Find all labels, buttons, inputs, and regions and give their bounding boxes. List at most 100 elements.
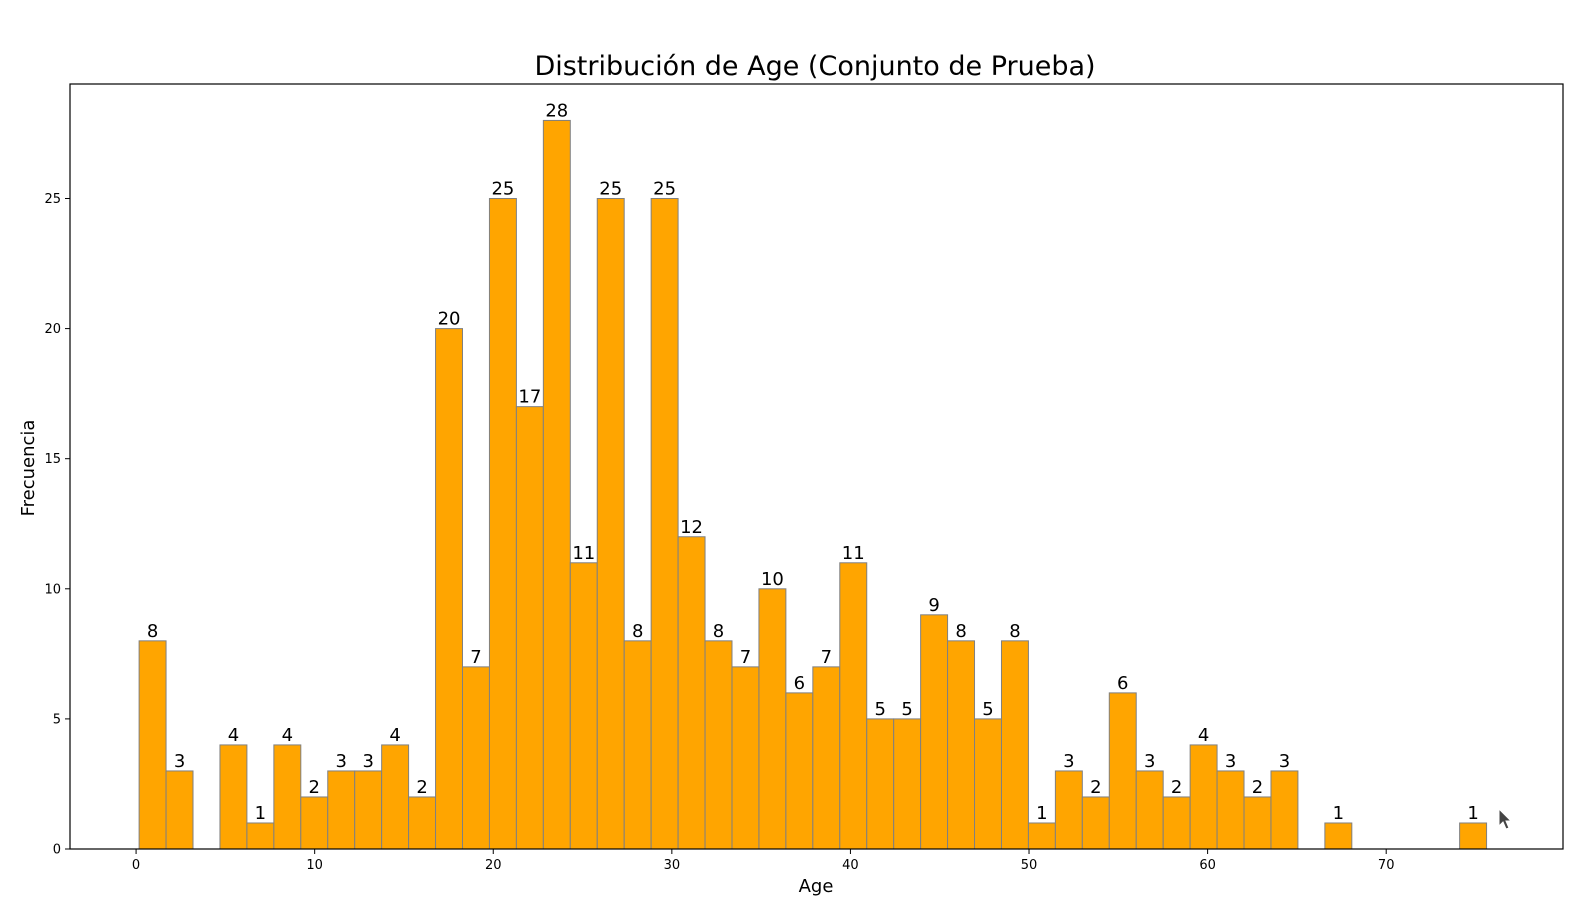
x-tick-label: 20 [485, 858, 502, 873]
histogram-bar [1108, 692, 1137, 850]
histogram-bar [515, 406, 544, 850]
x-tick-label: 70 [1378, 858, 1395, 873]
histogram-bar [1216, 770, 1245, 850]
y-tick-label: 10 [44, 582, 61, 597]
histogram-bar [488, 197, 517, 850]
y-axis-ticks: 0 5 10 15 20 25 [44, 192, 70, 858]
y-tick-label: 5 [53, 712, 61, 727]
x-axis-title: Age [799, 876, 834, 897]
bar-value-label: 3 [1279, 751, 1290, 772]
histogram-bar [1000, 640, 1029, 850]
histogram-bar [785, 692, 814, 850]
x-tick-label: 50 [1021, 858, 1038, 873]
bar-value-label: 3 [1225, 751, 1236, 772]
histogram-bar [893, 718, 922, 850]
bar-value-label: 8 [955, 621, 966, 642]
histogram-bar [866, 718, 895, 850]
bar-value-label: 6 [794, 673, 805, 694]
bar-value-label: 8 [1009, 621, 1020, 642]
bar-value-label: 1 [255, 803, 266, 824]
bar-value-label: 8 [147, 621, 158, 642]
histogram-bar [1270, 770, 1299, 850]
histogram-bar [1081, 796, 1110, 850]
bar-value-label: 9 [928, 595, 939, 616]
histogram-bar [300, 796, 329, 850]
bar-value-label: 11 [572, 543, 595, 564]
y-tick-label: 15 [44, 452, 61, 467]
histogram-bar [731, 666, 760, 850]
y-axis-title: Frecuencia [18, 420, 39, 517]
histogram-bar [165, 770, 194, 850]
bar-value-label: 20 [438, 309, 461, 330]
x-tick-label: 40 [842, 858, 859, 873]
bar-value-label: 8 [713, 621, 724, 642]
histogram-bar [947, 640, 976, 850]
bar-value-label: 28 [545, 100, 568, 121]
bar-value-label: 3 [174, 751, 185, 772]
bar-value-label: 1 [1467, 803, 1478, 824]
histogram-bar [273, 744, 302, 850]
histogram-bar [623, 640, 652, 850]
histogram-bar [974, 718, 1002, 850]
histogram-bar [381, 744, 410, 850]
histogram-bar [138, 640, 167, 850]
histogram-bar [1162, 796, 1191, 850]
bar-value-label: 7 [821, 647, 832, 668]
bar-value-label: 3 [1063, 751, 1074, 772]
histogram-bar [1054, 770, 1083, 850]
y-tick-label: 20 [44, 322, 61, 337]
histogram-bar [1027, 822, 1056, 850]
bar-value-label: 25 [491, 178, 514, 199]
mouse-pointer-icon [1498, 808, 1513, 830]
bar-value-label: 25 [653, 178, 676, 199]
y-tick-label: 25 [44, 192, 61, 207]
histogram-bar [758, 588, 787, 850]
x-axis-ticks: 0 10 20 30 40 50 60 70 [132, 849, 1395, 873]
bar-value-label: 4 [389, 725, 400, 746]
x-tick-label: 10 [306, 858, 323, 873]
bars-layer [138, 119, 1488, 850]
histogram-bar [1324, 822, 1353, 850]
bar-value-label: 2 [1252, 777, 1263, 798]
bar-value-label: 4 [1198, 725, 1209, 746]
bar-value-label: 4 [228, 725, 239, 746]
x-tick-label: 60 [1199, 858, 1216, 873]
bar-value-label: 11 [842, 543, 865, 564]
bar-value-label: 17 [518, 387, 541, 408]
bar-value-label: 1 [1333, 803, 1344, 824]
histogram-bar [704, 640, 733, 850]
bar-value-label: 10 [761, 569, 784, 590]
histogram-bar [1459, 822, 1488, 850]
histogram-bar [677, 536, 706, 850]
histogram-bar [1135, 770, 1164, 850]
bar-value-label: 25 [599, 178, 622, 199]
bar-value-label: 7 [740, 647, 751, 668]
bar-value-label: 5 [901, 699, 912, 720]
plot-frame [69, 83, 1564, 850]
histogram-bar [920, 614, 949, 850]
bar-value-label: 2 [416, 777, 427, 798]
x-tick-label: 30 [664, 858, 681, 873]
x-tick-label: 0 [132, 858, 140, 873]
bar-value-label: 5 [982, 699, 993, 720]
histogram-bar [354, 770, 383, 850]
histogram-bar [569, 562, 598, 850]
histogram-bar [839, 562, 868, 850]
y-tick-label: 0 [53, 843, 61, 858]
bar-value-label: 3 [362, 751, 373, 772]
histogram-bar [1243, 796, 1272, 850]
histogram-bar [650, 197, 679, 850]
bar-value-label: 3 [1144, 751, 1155, 772]
bar-value-label: 5 [874, 699, 885, 720]
histogram-bar [219, 744, 248, 850]
bar-value-label: 2 [1171, 777, 1182, 798]
bar-value-label: 2 [1090, 777, 1101, 798]
bar-value-label: 4 [282, 725, 293, 746]
histogram-bar [812, 666, 841, 850]
histogram-bar [1189, 744, 1218, 850]
histogram-bar [246, 822, 275, 850]
bar-value-label: 7 [470, 647, 481, 668]
bar-value-label: 1 [1036, 803, 1047, 824]
